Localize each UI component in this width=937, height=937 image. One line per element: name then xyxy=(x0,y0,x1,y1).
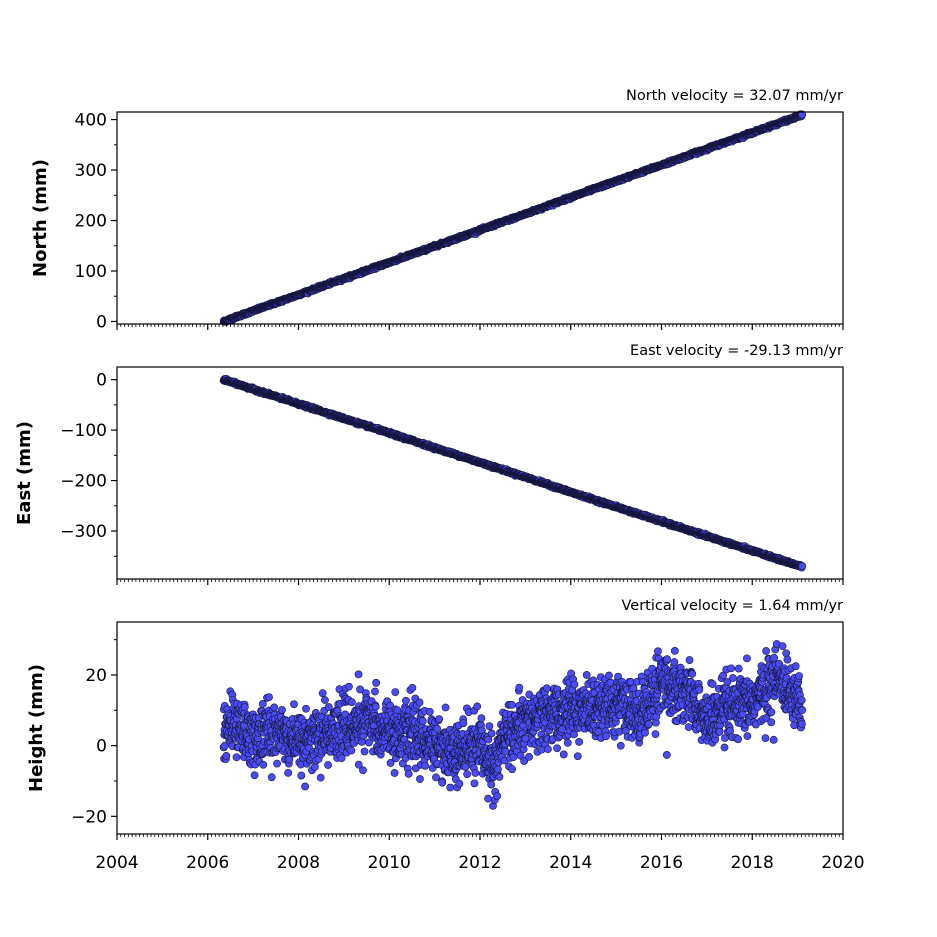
data-points xyxy=(219,375,807,572)
y-tick-label: 400 xyxy=(75,111,107,131)
panel-title: North velocity = 32.07 mm/yr xyxy=(626,88,843,104)
y-tick-label: 300 xyxy=(75,161,107,181)
panel-1: 0 100 200 300 400 North velocity = 32.07 mm/y… xyxy=(30,88,844,332)
y-axis-label: North (mm) xyxy=(30,159,51,277)
y-tick-label: 0 xyxy=(96,312,107,332)
y-tick-label: 200 xyxy=(75,212,107,232)
data-points xyxy=(219,110,807,326)
y-tick-label: 100 xyxy=(75,262,107,282)
